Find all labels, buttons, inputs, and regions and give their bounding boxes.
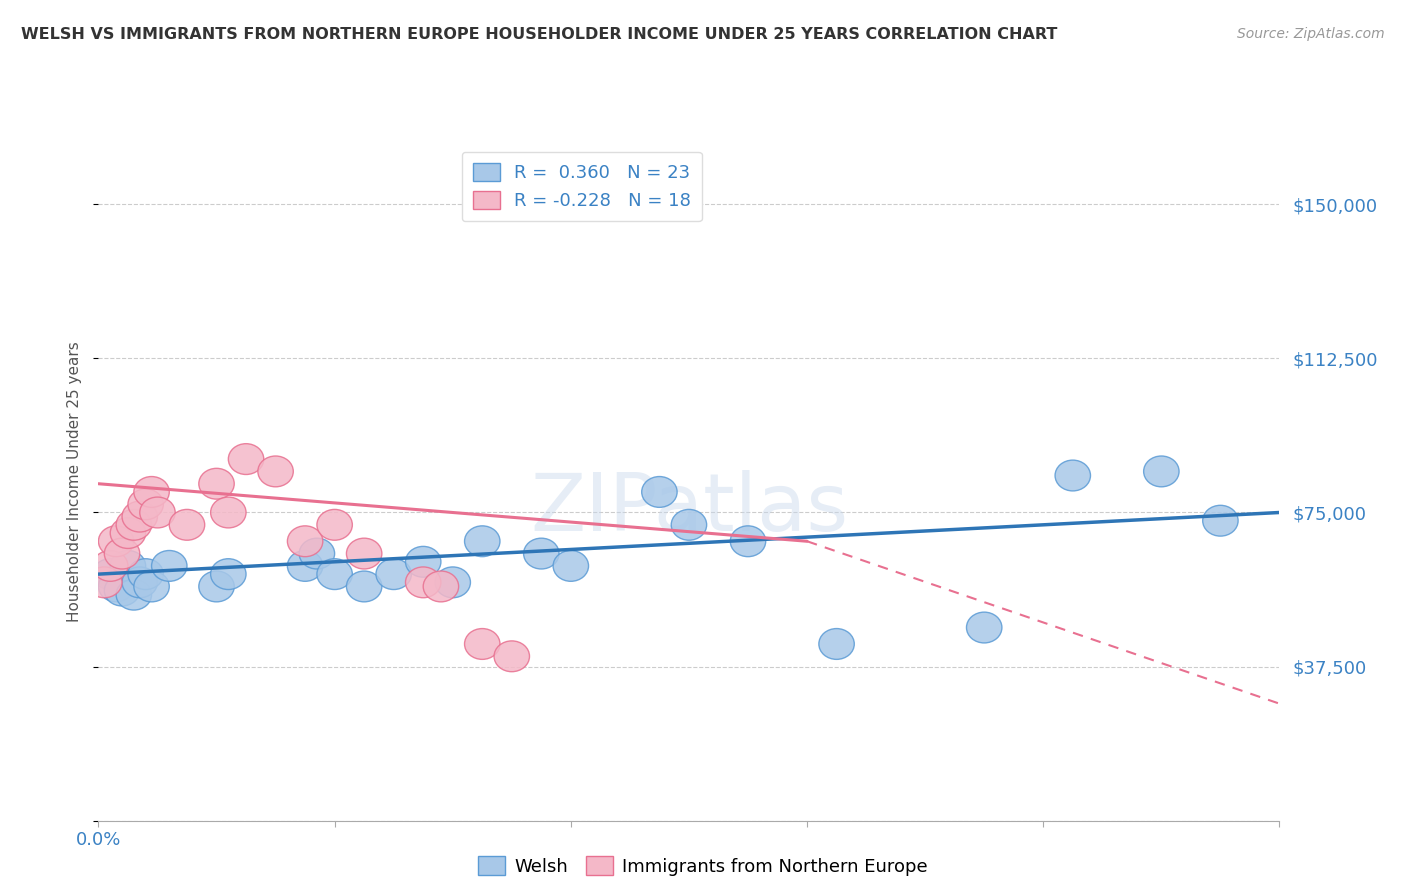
Ellipse shape xyxy=(110,517,146,549)
Ellipse shape xyxy=(1143,456,1180,487)
Text: ZIPatlas: ZIPatlas xyxy=(530,470,848,548)
Ellipse shape xyxy=(287,526,323,557)
Ellipse shape xyxy=(198,468,235,500)
Ellipse shape xyxy=(375,558,412,590)
Text: WELSH VS IMMIGRANTS FROM NORTHERN EUROPE HOUSEHOLDER INCOME UNDER 25 YEARS CORRE: WELSH VS IMMIGRANTS FROM NORTHERN EUROPE… xyxy=(21,27,1057,42)
Ellipse shape xyxy=(434,567,471,598)
Ellipse shape xyxy=(346,538,382,569)
Legend: Welsh, Immigrants from Northern Europe: Welsh, Immigrants from Northern Europe xyxy=(471,849,935,883)
Ellipse shape xyxy=(87,567,122,598)
Ellipse shape xyxy=(494,640,530,672)
Ellipse shape xyxy=(211,558,246,590)
Legend: R =  0.360   N = 23, R = -0.228   N = 18: R = 0.360 N = 23, R = -0.228 N = 18 xyxy=(461,152,702,221)
Ellipse shape xyxy=(464,629,501,659)
Ellipse shape xyxy=(128,489,163,520)
Ellipse shape xyxy=(316,509,353,541)
Ellipse shape xyxy=(104,538,139,569)
Ellipse shape xyxy=(1202,505,1239,536)
Ellipse shape xyxy=(405,547,441,577)
Y-axis label: Householder Income Under 25 years: Householder Income Under 25 years xyxy=(67,342,83,622)
Ellipse shape xyxy=(641,476,678,508)
Ellipse shape xyxy=(152,550,187,582)
Ellipse shape xyxy=(110,550,146,582)
Ellipse shape xyxy=(464,526,501,557)
Ellipse shape xyxy=(134,571,169,602)
Ellipse shape xyxy=(93,558,128,590)
Ellipse shape xyxy=(730,526,766,557)
Ellipse shape xyxy=(211,497,246,528)
Ellipse shape xyxy=(104,575,139,606)
Ellipse shape xyxy=(139,497,176,528)
Ellipse shape xyxy=(93,550,128,582)
Ellipse shape xyxy=(257,456,294,487)
Ellipse shape xyxy=(117,579,152,610)
Ellipse shape xyxy=(423,571,458,602)
Ellipse shape xyxy=(128,558,163,590)
Ellipse shape xyxy=(316,558,353,590)
Ellipse shape xyxy=(671,509,707,541)
Ellipse shape xyxy=(553,550,589,582)
Ellipse shape xyxy=(405,567,441,598)
Ellipse shape xyxy=(134,476,169,508)
Ellipse shape xyxy=(117,509,152,541)
Ellipse shape xyxy=(818,629,855,659)
Text: Source: ZipAtlas.com: Source: ZipAtlas.com xyxy=(1237,27,1385,41)
Ellipse shape xyxy=(287,550,323,582)
Ellipse shape xyxy=(299,538,335,569)
Ellipse shape xyxy=(98,571,134,602)
Ellipse shape xyxy=(523,538,560,569)
Ellipse shape xyxy=(966,612,1002,643)
Ellipse shape xyxy=(228,443,264,475)
Ellipse shape xyxy=(169,509,205,541)
Ellipse shape xyxy=(346,571,382,602)
Ellipse shape xyxy=(98,526,134,557)
Ellipse shape xyxy=(122,567,157,598)
Ellipse shape xyxy=(198,571,235,602)
Ellipse shape xyxy=(1054,460,1091,491)
Ellipse shape xyxy=(122,501,157,532)
